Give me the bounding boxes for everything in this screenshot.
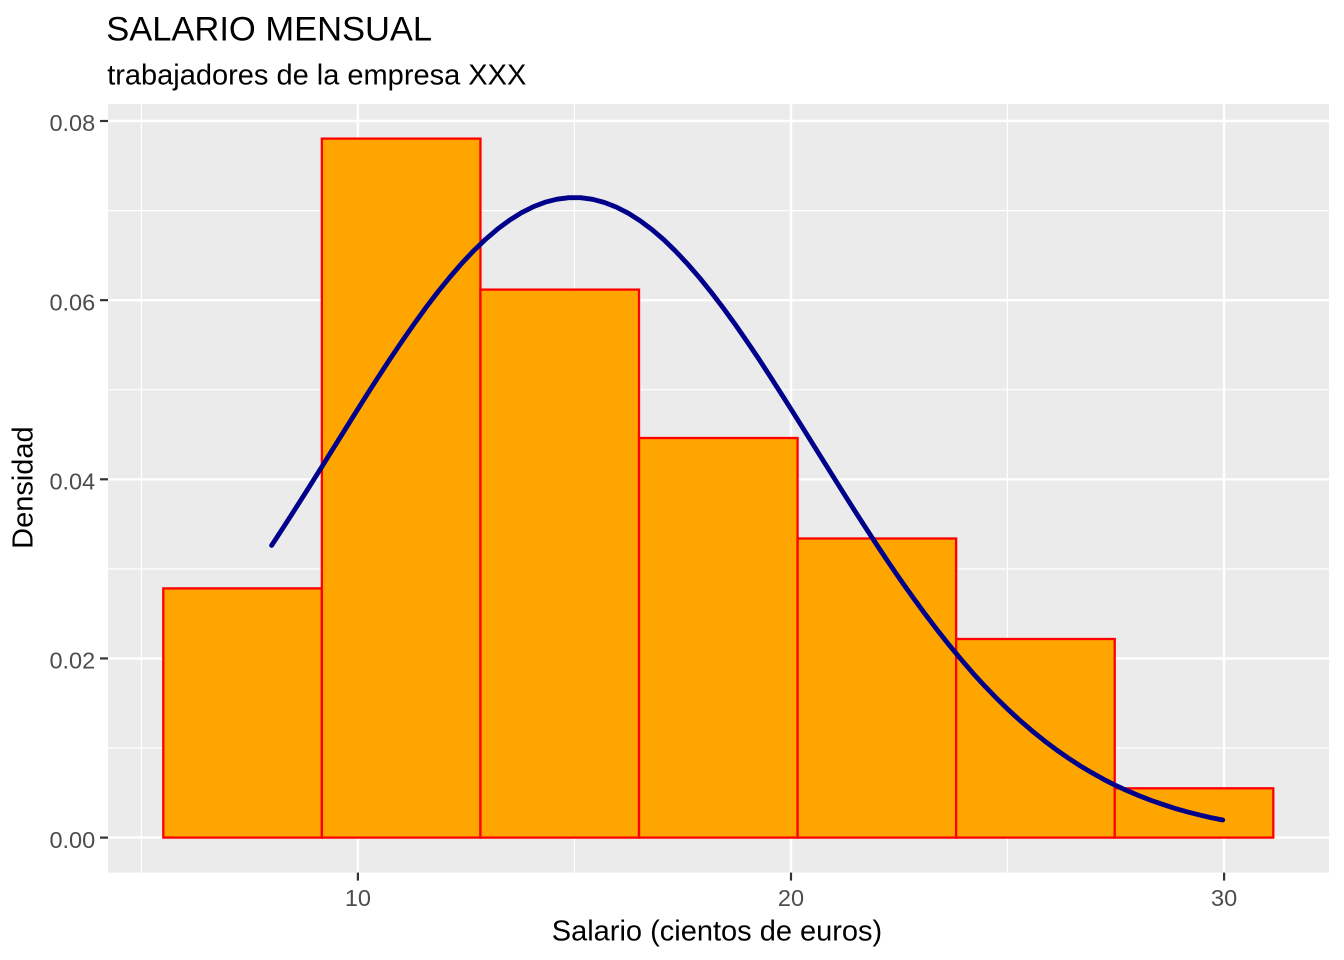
svg-text:trabajadores de la empresa XXX: trabajadores de la empresa XXX: [107, 60, 526, 92]
svg-text:0.00: 0.00: [49, 827, 95, 853]
svg-text:0.08: 0.08: [49, 110, 95, 136]
svg-text:0.04: 0.04: [49, 469, 95, 495]
svg-text:Salario (cientos de euros): Salario (cientos de euros): [552, 916, 882, 948]
svg-text:0.02: 0.02: [49, 648, 95, 674]
svg-text:10: 10: [345, 885, 371, 911]
svg-text:30: 30: [1211, 885, 1237, 911]
svg-text:SALARIO MENSUAL: SALARIO MENSUAL: [106, 10, 432, 48]
svg-text:20: 20: [778, 885, 804, 911]
svg-text:0.06: 0.06: [49, 289, 95, 315]
svg-text:Densidad: Densidad: [7, 426, 39, 549]
